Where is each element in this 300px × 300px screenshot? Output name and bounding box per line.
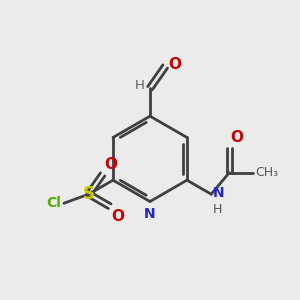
Text: S: S [83,185,95,203]
Text: H: H [212,203,222,216]
Text: O: O [104,157,117,172]
Text: N: N [144,207,156,221]
Text: O: O [231,130,244,145]
Text: O: O [112,208,124,224]
Text: CH₃: CH₃ [256,166,279,179]
Text: Cl: Cl [46,196,61,210]
Text: O: O [168,57,181,72]
Text: N: N [213,186,224,200]
Text: H: H [135,79,145,92]
